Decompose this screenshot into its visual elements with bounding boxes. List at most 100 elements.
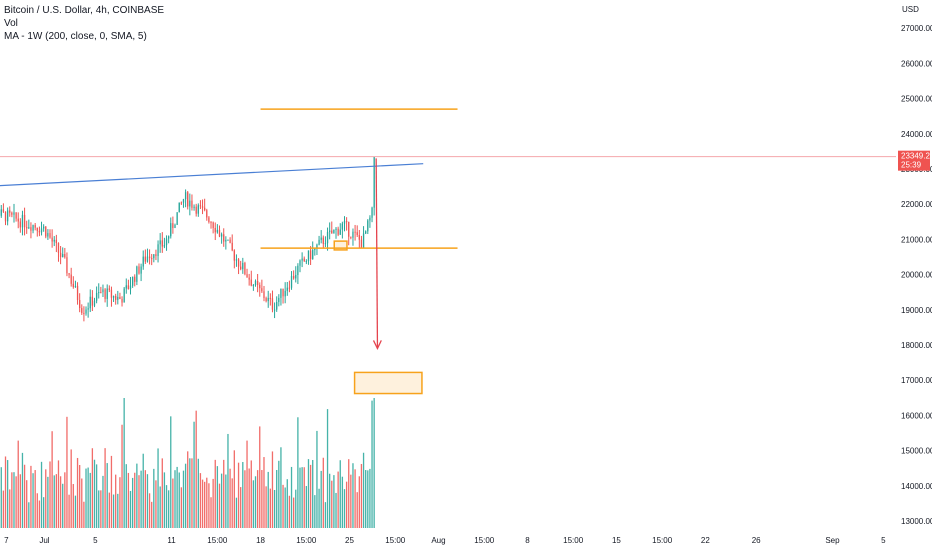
candle-body (254, 280, 257, 286)
candle-body (197, 205, 199, 214)
volume-bar (83, 501, 85, 528)
candle-body (89, 296, 91, 309)
volume-bar (286, 479, 288, 528)
candle-body (218, 229, 221, 237)
volume-bar (4, 456, 7, 528)
candle-body (345, 221, 348, 223)
volume-bar (140, 470, 142, 528)
volume-bar (212, 478, 214, 528)
candle-body (242, 262, 244, 270)
price-tick-label: 21000.00 (901, 235, 932, 244)
volume-bar (6, 460, 9, 528)
volume-bar (348, 459, 350, 528)
volume-bar (70, 449, 72, 528)
volume-bar (136, 463, 138, 528)
volume-bar (318, 488, 320, 528)
volume-bar (123, 398, 125, 528)
candle-body (350, 236, 352, 238)
price-tick-label: 16000.00 (901, 411, 932, 420)
candle-body (309, 250, 312, 260)
candle-body (47, 233, 49, 237)
volume-bars (0, 398, 375, 528)
candle-body (348, 221, 350, 237)
candle-body (93, 300, 96, 306)
candle-body (104, 289, 106, 299)
volume-bar (339, 460, 341, 528)
volume-bar (312, 460, 314, 528)
candle-body (286, 287, 288, 291)
volume-bar (64, 472, 66, 528)
candle-body (64, 253, 66, 258)
volume-bar (23, 464, 26, 528)
volume-bar (240, 487, 242, 528)
volume-bar (307, 459, 310, 528)
price-tick-label: 19000.00 (901, 306, 932, 315)
candle-body (74, 285, 77, 288)
volume-bar (259, 426, 261, 528)
volume-bar (148, 493, 151, 528)
time-tick-label: 7 (4, 536, 9, 545)
volume-bar (220, 473, 223, 528)
candle-body (38, 230, 41, 233)
candle-body (269, 297, 271, 299)
volume-bar (271, 451, 274, 528)
candle-body (2, 209, 5, 212)
volume-bar (276, 470, 278, 528)
candle-body (66, 257, 68, 274)
candle-body (140, 266, 142, 274)
volume-bar (13, 472, 15, 528)
candle-body (280, 288, 282, 298)
volume-bar (314, 495, 316, 528)
candle-body (151, 258, 153, 260)
volume-bar (76, 457, 79, 528)
candle-body (155, 254, 157, 257)
price-tick-label: 13000.00 (901, 517, 932, 526)
moving-average-label[interactable]: MA - 1W (200, close, 0, SMA, 5) (4, 31, 147, 42)
volume-bar (326, 409, 329, 528)
candle-body (98, 292, 100, 294)
volume-bar (2, 490, 5, 528)
volume-bar (354, 469, 356, 528)
candle-body (231, 242, 233, 251)
candle-body (26, 227, 28, 229)
candle-body (343, 221, 346, 224)
candle-body (229, 239, 231, 243)
candle-body (42, 226, 45, 229)
volume-bar (358, 476, 360, 528)
candle-body (34, 225, 36, 228)
candle-body (115, 296, 117, 300)
candle-body (119, 296, 121, 300)
volume-bar (85, 468, 87, 528)
volume-bar (284, 487, 286, 528)
candle-body (144, 256, 146, 262)
volume-bar (331, 480, 333, 528)
volume-bar (151, 501, 153, 528)
volume-bar (187, 451, 189, 528)
time-tick-label: 22 (701, 536, 710, 545)
candle-body (352, 231, 354, 238)
candle-body (117, 296, 119, 300)
candle-body (199, 205, 202, 207)
time-tick-label: 11 (167, 536, 176, 545)
candle-body (288, 287, 291, 289)
candle-body (161, 240, 163, 247)
volume-bar (87, 467, 89, 528)
volume-bar (163, 472, 166, 528)
time-tick-label: 5 (93, 536, 98, 545)
candle-body (189, 200, 191, 207)
volume-bar (157, 448, 159, 528)
volume-bar (172, 478, 174, 528)
currency-label: USD (902, 5, 919, 14)
symbol-title[interactable]: Bitcoin / U.S. Dollar, 4h, COINBASE (4, 5, 165, 16)
candle-body (68, 273, 70, 275)
candle-body (252, 285, 255, 287)
volume-bar (195, 410, 197, 528)
volume-bar (102, 475, 104, 528)
volume-indicator-label[interactable]: Vol (4, 18, 18, 29)
candle-body (40, 228, 43, 233)
volume-bar (138, 475, 140, 528)
volume-bar (167, 490, 170, 528)
volume-bar (98, 490, 100, 528)
candle-body (216, 229, 219, 233)
